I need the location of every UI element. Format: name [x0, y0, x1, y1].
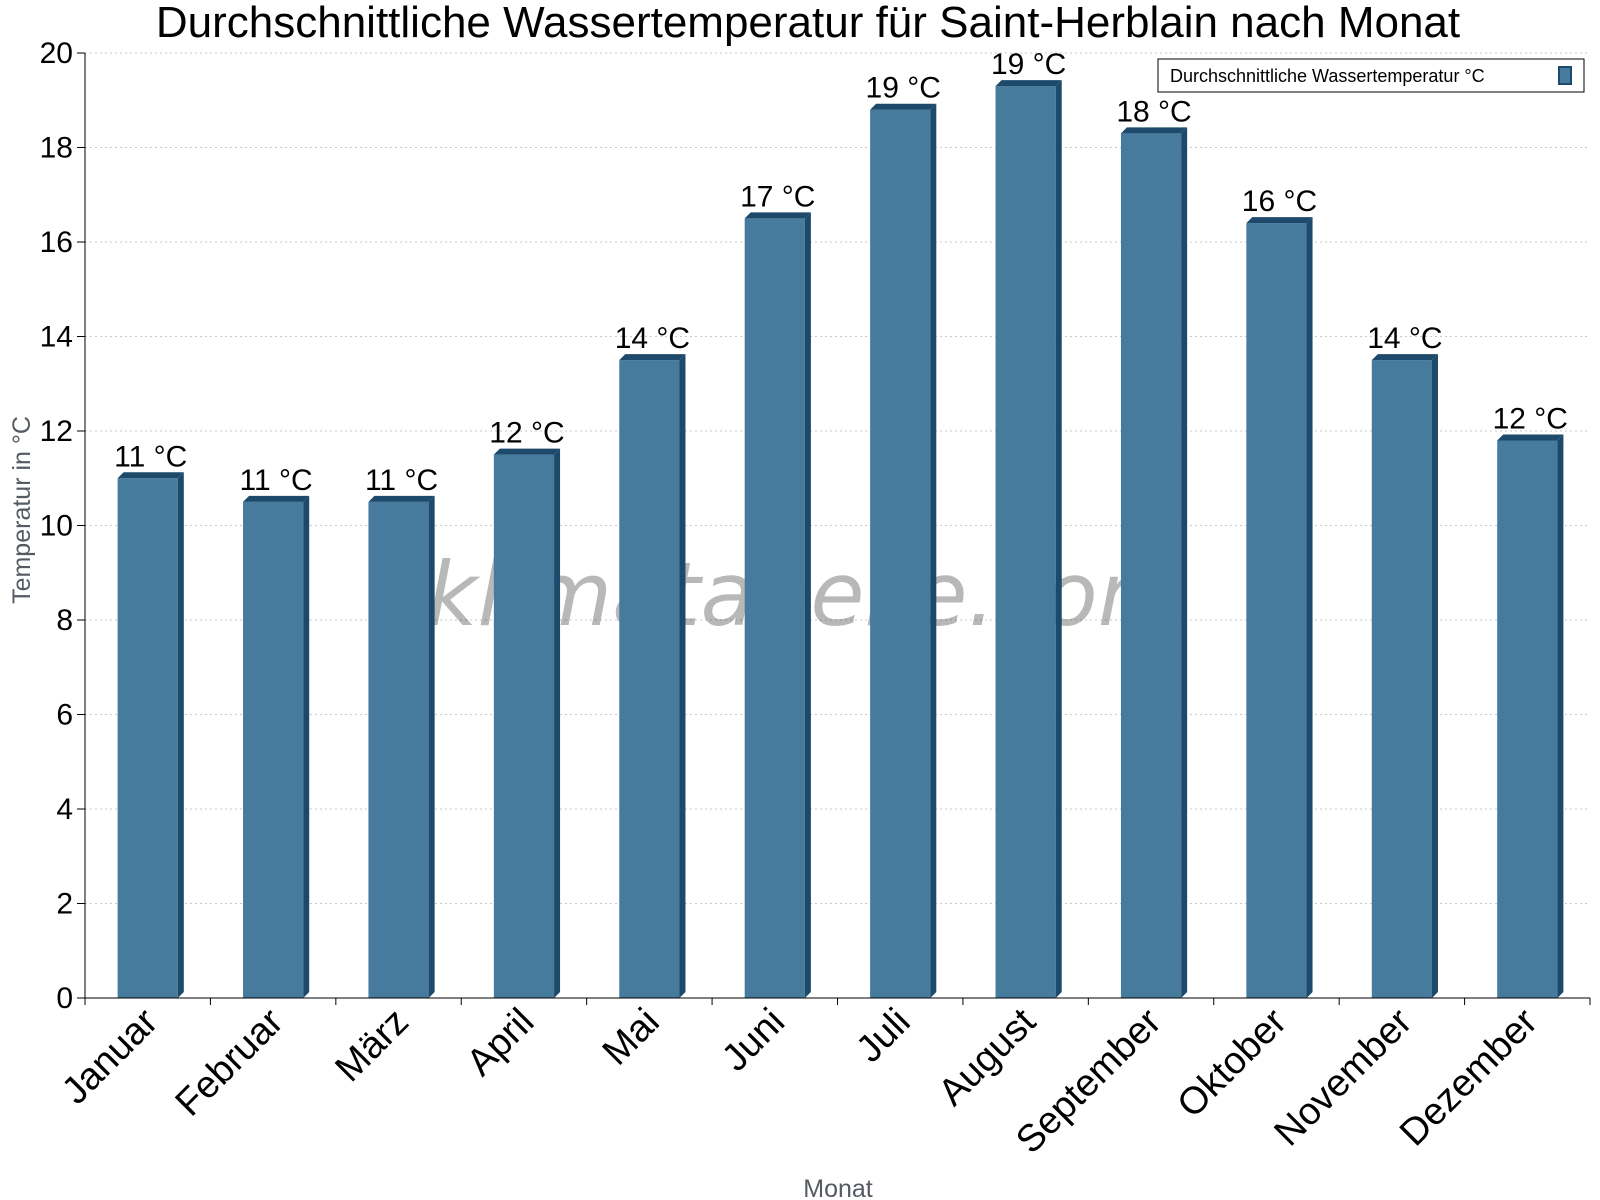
x-tick-label: Januar — [54, 1000, 166, 1112]
bar — [744, 212, 811, 998]
y-tick-labels: 0 2 4 6 8 10 12 14 16 18 20 — [40, 37, 73, 1015]
y-axis-title: Temperatur in °C — [8, 416, 36, 604]
data-label: 11 °C — [114, 440, 187, 473]
y-tick-label: 6 — [56, 699, 73, 732]
bar-face — [1497, 440, 1558, 998]
bar-face — [368, 501, 429, 998]
x-axis-title: Monat — [803, 1175, 873, 1200]
bar-top — [243, 495, 310, 502]
x-tick-label: August — [931, 1000, 1045, 1114]
bar-top — [1371, 354, 1438, 361]
bar — [1497, 434, 1564, 998]
y-tick-label: 14 — [40, 321, 73, 354]
bar-side — [1306, 217, 1313, 999]
bar — [117, 472, 184, 998]
bar-face — [1120, 133, 1182, 998]
x-tick-label: April — [459, 1001, 542, 1084]
bar-side — [1431, 354, 1438, 998]
bar-side — [1055, 80, 1062, 998]
bar — [870, 103, 937, 998]
bar-face — [744, 218, 805, 998]
y-tick-label: 0 — [56, 982, 73, 1015]
y-tick-label: 4 — [56, 793, 73, 826]
bar — [368, 495, 435, 998]
axes — [77, 52, 1591, 1005]
y-tick-label: 10 — [40, 510, 73, 543]
data-label: 11 °C — [365, 464, 438, 497]
legend-swatch — [1558, 66, 1572, 85]
data-label: 12 °C — [489, 417, 564, 450]
bar-top — [1497, 434, 1564, 441]
bar-top — [870, 103, 937, 110]
bar — [243, 495, 310, 998]
x-tick-labels: Januar Februar März April Mai Juni Juli AugustS… — [54, 1000, 1546, 1161]
data-label: 19 °C — [866, 72, 941, 105]
bar-top — [1246, 217, 1313, 224]
bar-side — [804, 212, 811, 998]
data-label: 14 °C — [615, 322, 690, 355]
x-tick-label: Oktober — [1170, 1000, 1296, 1126]
bar-side — [679, 354, 686, 998]
bar-top — [368, 495, 435, 502]
data-label: 16 °C — [1242, 185, 1317, 218]
bar-side — [1557, 434, 1564, 998]
bar-face — [243, 501, 304, 998]
bar-face — [117, 478, 178, 998]
y-tick-label: 8 — [56, 604, 73, 637]
bar-top — [1120, 127, 1188, 134]
bar — [995, 80, 1062, 998]
x-tick-label: Mai — [595, 1001, 668, 1074]
bar-top — [493, 448, 561, 455]
data-label: 19 °C — [991, 48, 1066, 81]
y-tick-label: 18 — [40, 132, 73, 165]
x-tick-label: Juli — [849, 1001, 919, 1071]
grid-lines — [85, 52, 1590, 904]
data-labels: 11 °C 11 °C 11 °C 12 °C 14 °C 17 °C 19 °C 19 °C… — [114, 48, 1568, 497]
bar-face — [1371, 360, 1432, 998]
y-tick-label: 2 — [56, 888, 73, 921]
y-tick-label: 12 — [40, 415, 73, 448]
bar — [1120, 127, 1188, 998]
legend-label: Durchschnittliche Wassertemperatur °C — [1170, 66, 1485, 86]
bars — [117, 80, 1564, 999]
y-tick-label: 16 — [40, 226, 73, 259]
bar-top — [619, 354, 686, 361]
bar — [619, 354, 686, 998]
data-label: 14 °C — [1367, 322, 1442, 355]
bar-side — [428, 495, 435, 998]
data-label: 18 °C — [1116, 95, 1191, 128]
legend-box — [1157, 58, 1585, 93]
x-tick-label: Dezember — [1392, 1000, 1546, 1154]
x-tick-label: März — [327, 1001, 416, 1090]
legend: Durchschnittliche Wassertemperatur °C — [1157, 58, 1585, 93]
bar-face — [870, 109, 931, 998]
bar-face — [619, 360, 680, 998]
bar — [1246, 217, 1313, 999]
bar-side — [930, 103, 937, 998]
bar — [493, 448, 561, 998]
data-label: 11 °C — [240, 464, 313, 497]
bar-face — [995, 86, 1056, 998]
bar-side — [177, 472, 184, 998]
chart-title: Durchschnittliche Wassertemperatur für S… — [156, 0, 1460, 47]
bar-face — [1246, 223, 1307, 999]
bar-top — [117, 472, 184, 479]
bar-face — [493, 454, 555, 998]
y-tick-label: 20 — [40, 37, 73, 70]
bar-side — [554, 448, 561, 998]
data-label: 17 °C — [740, 180, 815, 213]
data-label: 12 °C — [1493, 402, 1568, 435]
bar-top — [995, 80, 1062, 87]
bar-top — [744, 212, 811, 219]
x-tick-label: Februar — [168, 1000, 292, 1124]
x-tick-label: Juni — [714, 1001, 793, 1080]
bar-side — [1181, 127, 1188, 998]
bar — [1371, 354, 1438, 998]
bar-side — [303, 495, 310, 998]
